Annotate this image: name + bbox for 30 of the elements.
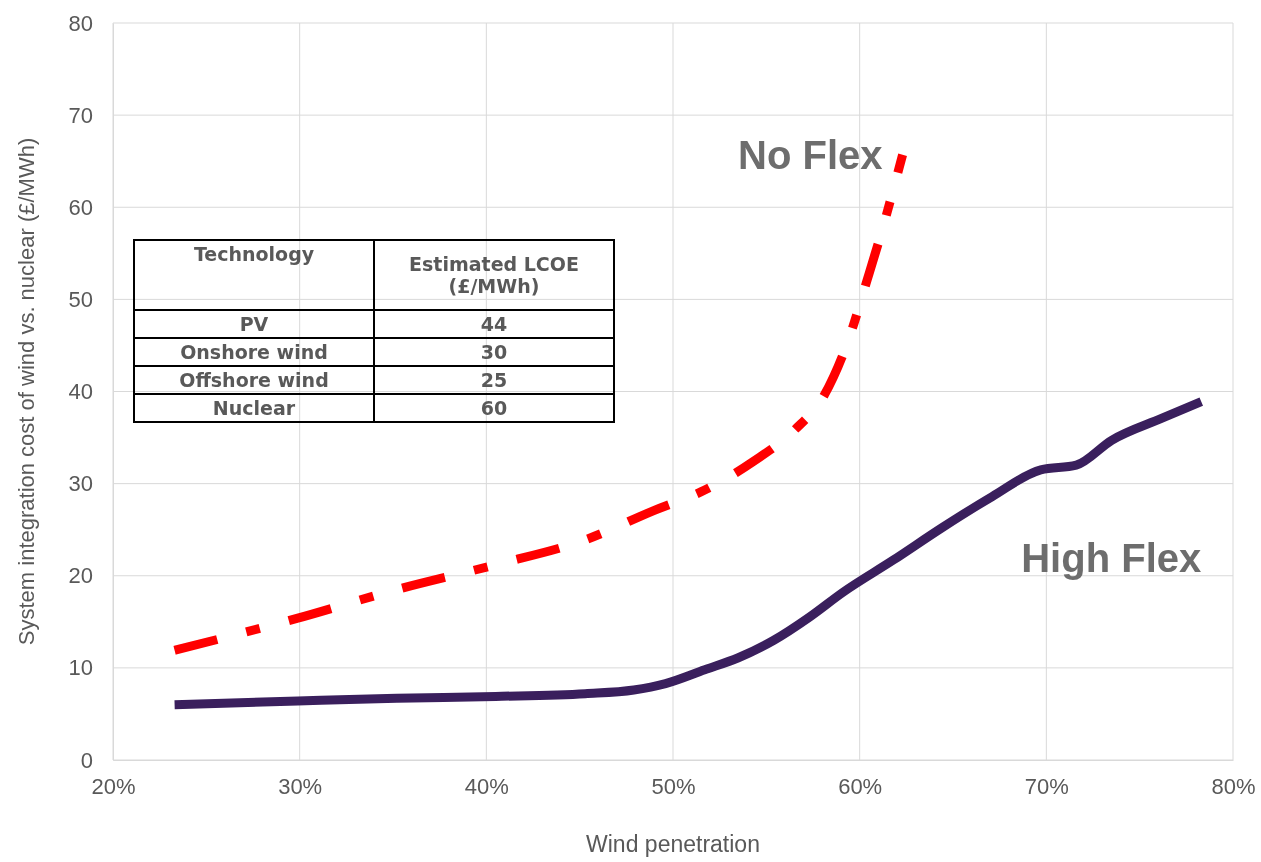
y-tick-label: 20 [68, 563, 93, 589]
x-tick-label: 50% [651, 773, 696, 799]
y-tick-label: 70 [68, 102, 93, 128]
x-tick-label: 80% [1211, 773, 1256, 799]
category-label: Onshore wind [134, 338, 374, 366]
x-tick-label: 70% [1024, 773, 1069, 799]
x-tick-label: 30% [278, 773, 323, 799]
y-tick-label: 80 [68, 10, 93, 36]
y-tick-label: 10 [68, 655, 93, 681]
y-tick-label: 0 [80, 747, 93, 773]
data-label: 44 [374, 310, 614, 338]
y-tick-label: 60 [68, 194, 93, 220]
y-tick-label: 40 [68, 379, 93, 405]
x-tick-label: 60% [838, 773, 883, 799]
series-label: High Flex [1021, 535, 1202, 580]
category-label: PV [134, 310, 374, 338]
y-tick-label: 30 [68, 471, 93, 497]
y-axis-title: System integration cost of wind vs. nuclear (£/MWh) [14, 137, 39, 646]
text: Estimated LCOE (£/MWh) [408, 253, 580, 297]
series-label: No Flex [738, 132, 883, 177]
x-tick-label: 20% [91, 773, 136, 799]
text: Technology [134, 240, 374, 310]
data-label: 30 [374, 338, 614, 366]
category-label: Offshore wind [134, 366, 374, 394]
data-label: 60 [374, 394, 614, 422]
x-tick-label: 40% [464, 773, 509, 799]
data-label: 25 [374, 366, 614, 394]
x-axis-title: Wind penetration [586, 831, 760, 857]
category-label: Nuclear [134, 394, 374, 422]
y-tick-label: 50 [68, 286, 93, 312]
